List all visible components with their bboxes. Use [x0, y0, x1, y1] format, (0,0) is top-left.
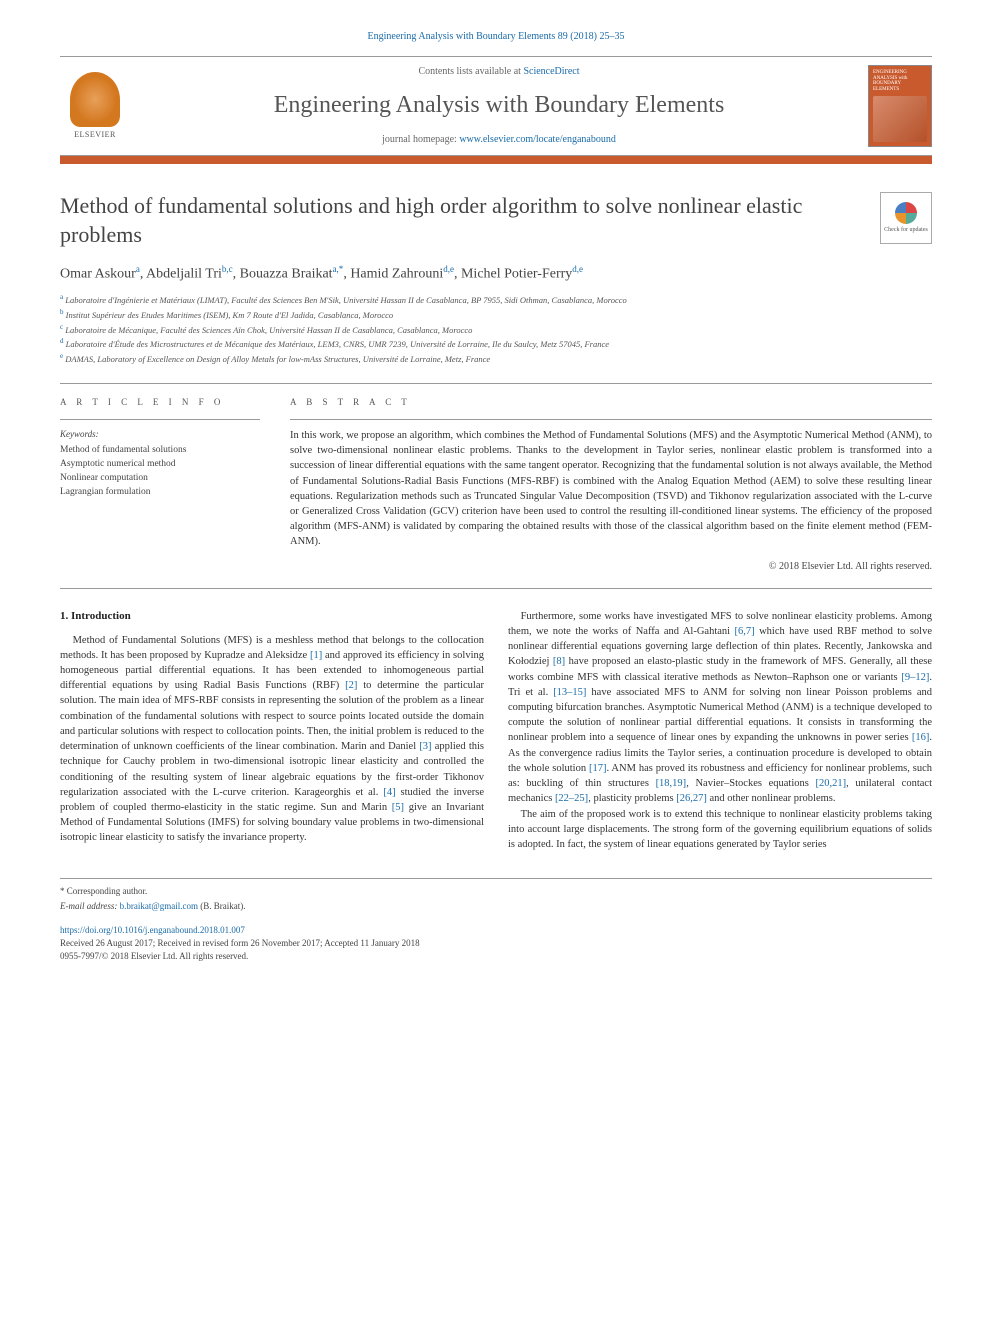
homepage-link[interactable]: www.elsevier.com/locate/enganabound: [459, 134, 616, 145]
crossmark-icon: [895, 202, 917, 224]
info-abstract-row: A R T I C L E I N F O Keywords: Method o…: [60, 396, 932, 573]
email-link[interactable]: b.braikat@gmail.com: [120, 901, 198, 911]
divider-top: [60, 383, 932, 384]
intro-paragraph-1: Method of Fundamental Solutions (MFS) is…: [60, 633, 484, 846]
orange-divider-bar: [60, 156, 932, 164]
article-head: Method of fundamental solutions and high…: [60, 192, 932, 249]
email-label: E-mail address:: [60, 901, 120, 911]
journal-cover-thumbnail: ENGINEERING ANALYSIS with BOUNDARY ELEME…: [868, 65, 932, 147]
doi-block: https://doi.org/10.1016/j.enganabound.20…: [60, 924, 932, 962]
footer-block: * Corresponding author. E-mail address: …: [60, 878, 932, 962]
affiliations-block: a Laboratoire d'Ingénierie et Matériaux …: [60, 292, 932, 365]
abstract-divider: [290, 419, 932, 420]
article-title: Method of fundamental solutions and high…: [60, 192, 860, 249]
abstract-block: A B S T R A C T In this work, we propose…: [290, 396, 932, 573]
intro-paragraph-3: The aim of the proposed work is to exten…: [508, 807, 932, 853]
check-updates-badge[interactable]: Check for updates: [880, 192, 932, 244]
contents-line: Contents lists available at ScienceDirec…: [142, 65, 856, 79]
sciencedirect-link[interactable]: ScienceDirect: [523, 66, 579, 77]
copyright-line: © 2018 Elsevier Ltd. All rights reserved…: [290, 560, 932, 574]
top-citation: Engineering Analysis with Boundary Eleme…: [60, 30, 932, 44]
homepage-prefix: journal homepage:: [382, 134, 459, 145]
email-line: E-mail address: b.braikat@gmail.com (B. …: [60, 900, 932, 913]
corresponding-author-note: * Corresponding author.: [60, 885, 932, 898]
elsevier-label: ELSEVIER: [74, 129, 116, 140]
intro-paragraph-2: Furthermore, some works have investigate…: [508, 609, 932, 807]
journal-header: ELSEVIER Contents lists available at Sci…: [60, 56, 932, 156]
received-line: Received 26 August 2017; Received in rev…: [60, 938, 420, 948]
cover-title: ENGINEERING ANALYSIS with BOUNDARY ELEME…: [873, 70, 927, 92]
doi-link[interactable]: https://doi.org/10.1016/j.enganabound.20…: [60, 925, 245, 935]
abstract-text: In this work, we propose an algorithm, w…: [290, 428, 932, 550]
keywords-label: Keywords:: [60, 428, 260, 441]
corr-label: * Corresponding author.: [60, 886, 147, 896]
abstract-heading: A B S T R A C T: [290, 396, 932, 409]
body-columns: 1. Introduction Method of Fundamental So…: [60, 609, 932, 853]
info-divider: [60, 419, 260, 420]
article-info-heading: A R T I C L E I N F O: [60, 396, 260, 409]
authors-line: Omar Askoura, Abdeljalil Trib,c, Bouazza…: [60, 263, 932, 284]
journal-title: Engineering Analysis with Boundary Eleme…: [142, 89, 856, 123]
issn-copyright: 0955-7997/© 2018 Elsevier Ltd. All right…: [60, 951, 248, 961]
header-center: Contents lists available at ScienceDirec…: [142, 65, 856, 147]
contents-prefix: Contents lists available at: [418, 66, 523, 77]
elsevier-logo: ELSEVIER: [60, 67, 130, 145]
cover-art-icon: [873, 96, 927, 142]
section-heading-intro: 1. Introduction: [60, 609, 484, 625]
article-info: A R T I C L E I N F O Keywords: Method o…: [60, 396, 260, 573]
homepage-line: journal homepage: www.elsevier.com/locat…: [142, 133, 856, 147]
keywords-list: Method of fundamental solutionsAsymptoti…: [60, 443, 260, 500]
divider-bottom: [60, 588, 932, 589]
check-updates-label: Check for updates: [884, 226, 928, 234]
elsevier-tree-icon: [70, 72, 120, 127]
email-name: (B. Braikat).: [198, 901, 246, 911]
